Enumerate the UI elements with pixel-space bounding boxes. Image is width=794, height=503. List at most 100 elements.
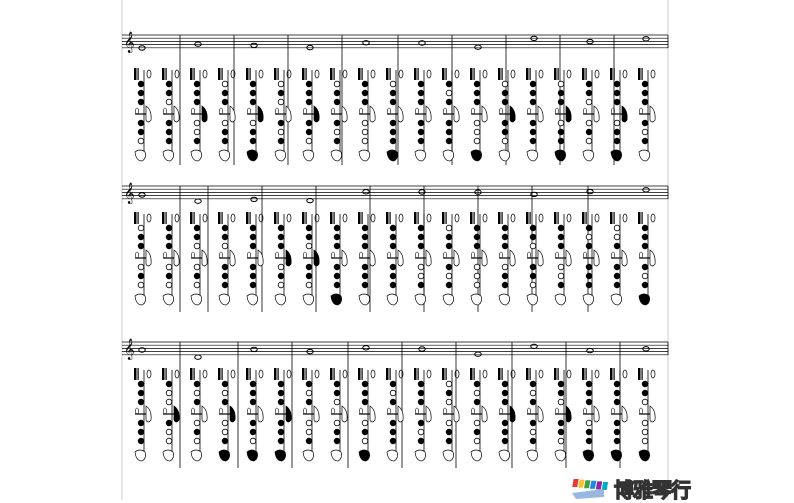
tone-hole: [277, 128, 285, 136]
note-head: [642, 36, 650, 42]
thumb-key: [277, 212, 279, 224]
tone-hole: [473, 428, 481, 436]
pinky-key: [313, 105, 320, 123]
side-key: [342, 69, 348, 79]
tone-hole: [193, 419, 201, 427]
note-head: [586, 347, 594, 354]
side-key: [555, 107, 559, 115]
tone-hole: [585, 224, 593, 232]
side-key: [202, 213, 208, 223]
pinky-key: [341, 105, 348, 123]
fingering-diagram: [414, 212, 432, 306]
tone-hole: [557, 98, 565, 106]
tone-hole: [249, 89, 257, 97]
pinky-key-cluster: [134, 149, 146, 162]
tone-hole: [417, 389, 425, 397]
side-key: [331, 251, 335, 259]
fingering-diagram: [386, 368, 404, 462]
pinky-key: [313, 405, 320, 423]
pinky-key-cluster: [582, 449, 594, 462]
side-key: [471, 407, 475, 415]
pinky-key-cluster: [470, 449, 482, 462]
fingering-diagram: [638, 68, 656, 162]
treble-clef-icon: 𝄞: [124, 183, 135, 204]
thumb-key: [333, 68, 335, 80]
tone-hole: [249, 233, 257, 241]
tone-hole: [333, 80, 341, 88]
pinky-key: [481, 249, 488, 267]
fingering-diagram: [358, 368, 376, 462]
tone-hole: [221, 80, 229, 88]
tone-hole: [361, 389, 369, 397]
side-key: [426, 369, 432, 379]
tone-hole: [277, 89, 285, 97]
tone-hole: [613, 233, 621, 241]
tone-hole: [417, 89, 425, 97]
tone-hole: [389, 263, 397, 271]
note-head: [586, 188, 594, 195]
pinky-key-cluster: [218, 149, 230, 162]
register-key: [498, 68, 501, 80]
thumb-key: [137, 212, 139, 224]
pinky-key-cluster: [470, 149, 482, 162]
pinky-key-cluster: [554, 149, 566, 162]
register-key: [218, 368, 221, 380]
tone-hole: [501, 89, 509, 97]
tone-hole: [501, 137, 509, 145]
pinky-key-cluster: [190, 149, 202, 162]
register-key: [442, 368, 445, 380]
tone-hole: [221, 89, 229, 97]
pinky-key-cluster: [134, 293, 146, 306]
fingering-diagram: [246, 68, 264, 162]
tone-hole: [473, 242, 481, 250]
tone-hole: [389, 242, 397, 250]
pinky-key-cluster: [358, 149, 370, 162]
tone-hole: [417, 437, 425, 445]
register-key: [470, 68, 473, 80]
pinky-key-cluster: [162, 149, 174, 162]
tone-hole: [137, 80, 145, 88]
tone-hole: [137, 380, 145, 388]
side-key: [303, 251, 307, 259]
tone-hole: [613, 437, 621, 445]
note-head: [306, 197, 314, 204]
tone-hole: [361, 272, 369, 280]
tone-hole: [501, 242, 509, 250]
tone-hole: [473, 80, 481, 88]
pinky-key-cluster: [582, 293, 594, 306]
register-key: [246, 212, 249, 224]
thumb-key: [249, 212, 251, 224]
tone-hole: [473, 263, 481, 271]
fingering-diagram: [302, 368, 320, 462]
side-key: [527, 251, 531, 259]
tone-hole: [277, 398, 285, 406]
tone-hole: [277, 437, 285, 445]
tone-hole: [473, 380, 481, 388]
fingering-diagram: [190, 212, 208, 306]
side-key: [555, 407, 559, 415]
side-key: [163, 251, 167, 259]
pinky-key-cluster: [554, 449, 566, 462]
thumb-key: [389, 368, 391, 380]
tone-hole: [501, 281, 509, 289]
tone-hole: [137, 281, 145, 289]
tone-hole: [165, 137, 173, 145]
tone-hole: [641, 89, 649, 97]
register-key: [162, 368, 165, 380]
note-head: [250, 346, 258, 353]
side-key: [247, 407, 251, 415]
tone-hole: [305, 128, 313, 136]
note-head: [138, 45, 146, 51]
tone-hole: [305, 281, 313, 289]
tone-hole: [193, 224, 201, 232]
tone-hole: [641, 242, 649, 250]
fingering-diagram: [470, 368, 488, 462]
tone-hole: [473, 437, 481, 445]
pinky-key: [509, 249, 516, 267]
tone-hole: [473, 272, 481, 280]
pinky-key-cluster: [414, 449, 426, 462]
side-key: [594, 213, 600, 223]
tone-hole: [585, 263, 593, 271]
tone-hole: [333, 242, 341, 250]
pinky-key-cluster: [358, 449, 370, 462]
